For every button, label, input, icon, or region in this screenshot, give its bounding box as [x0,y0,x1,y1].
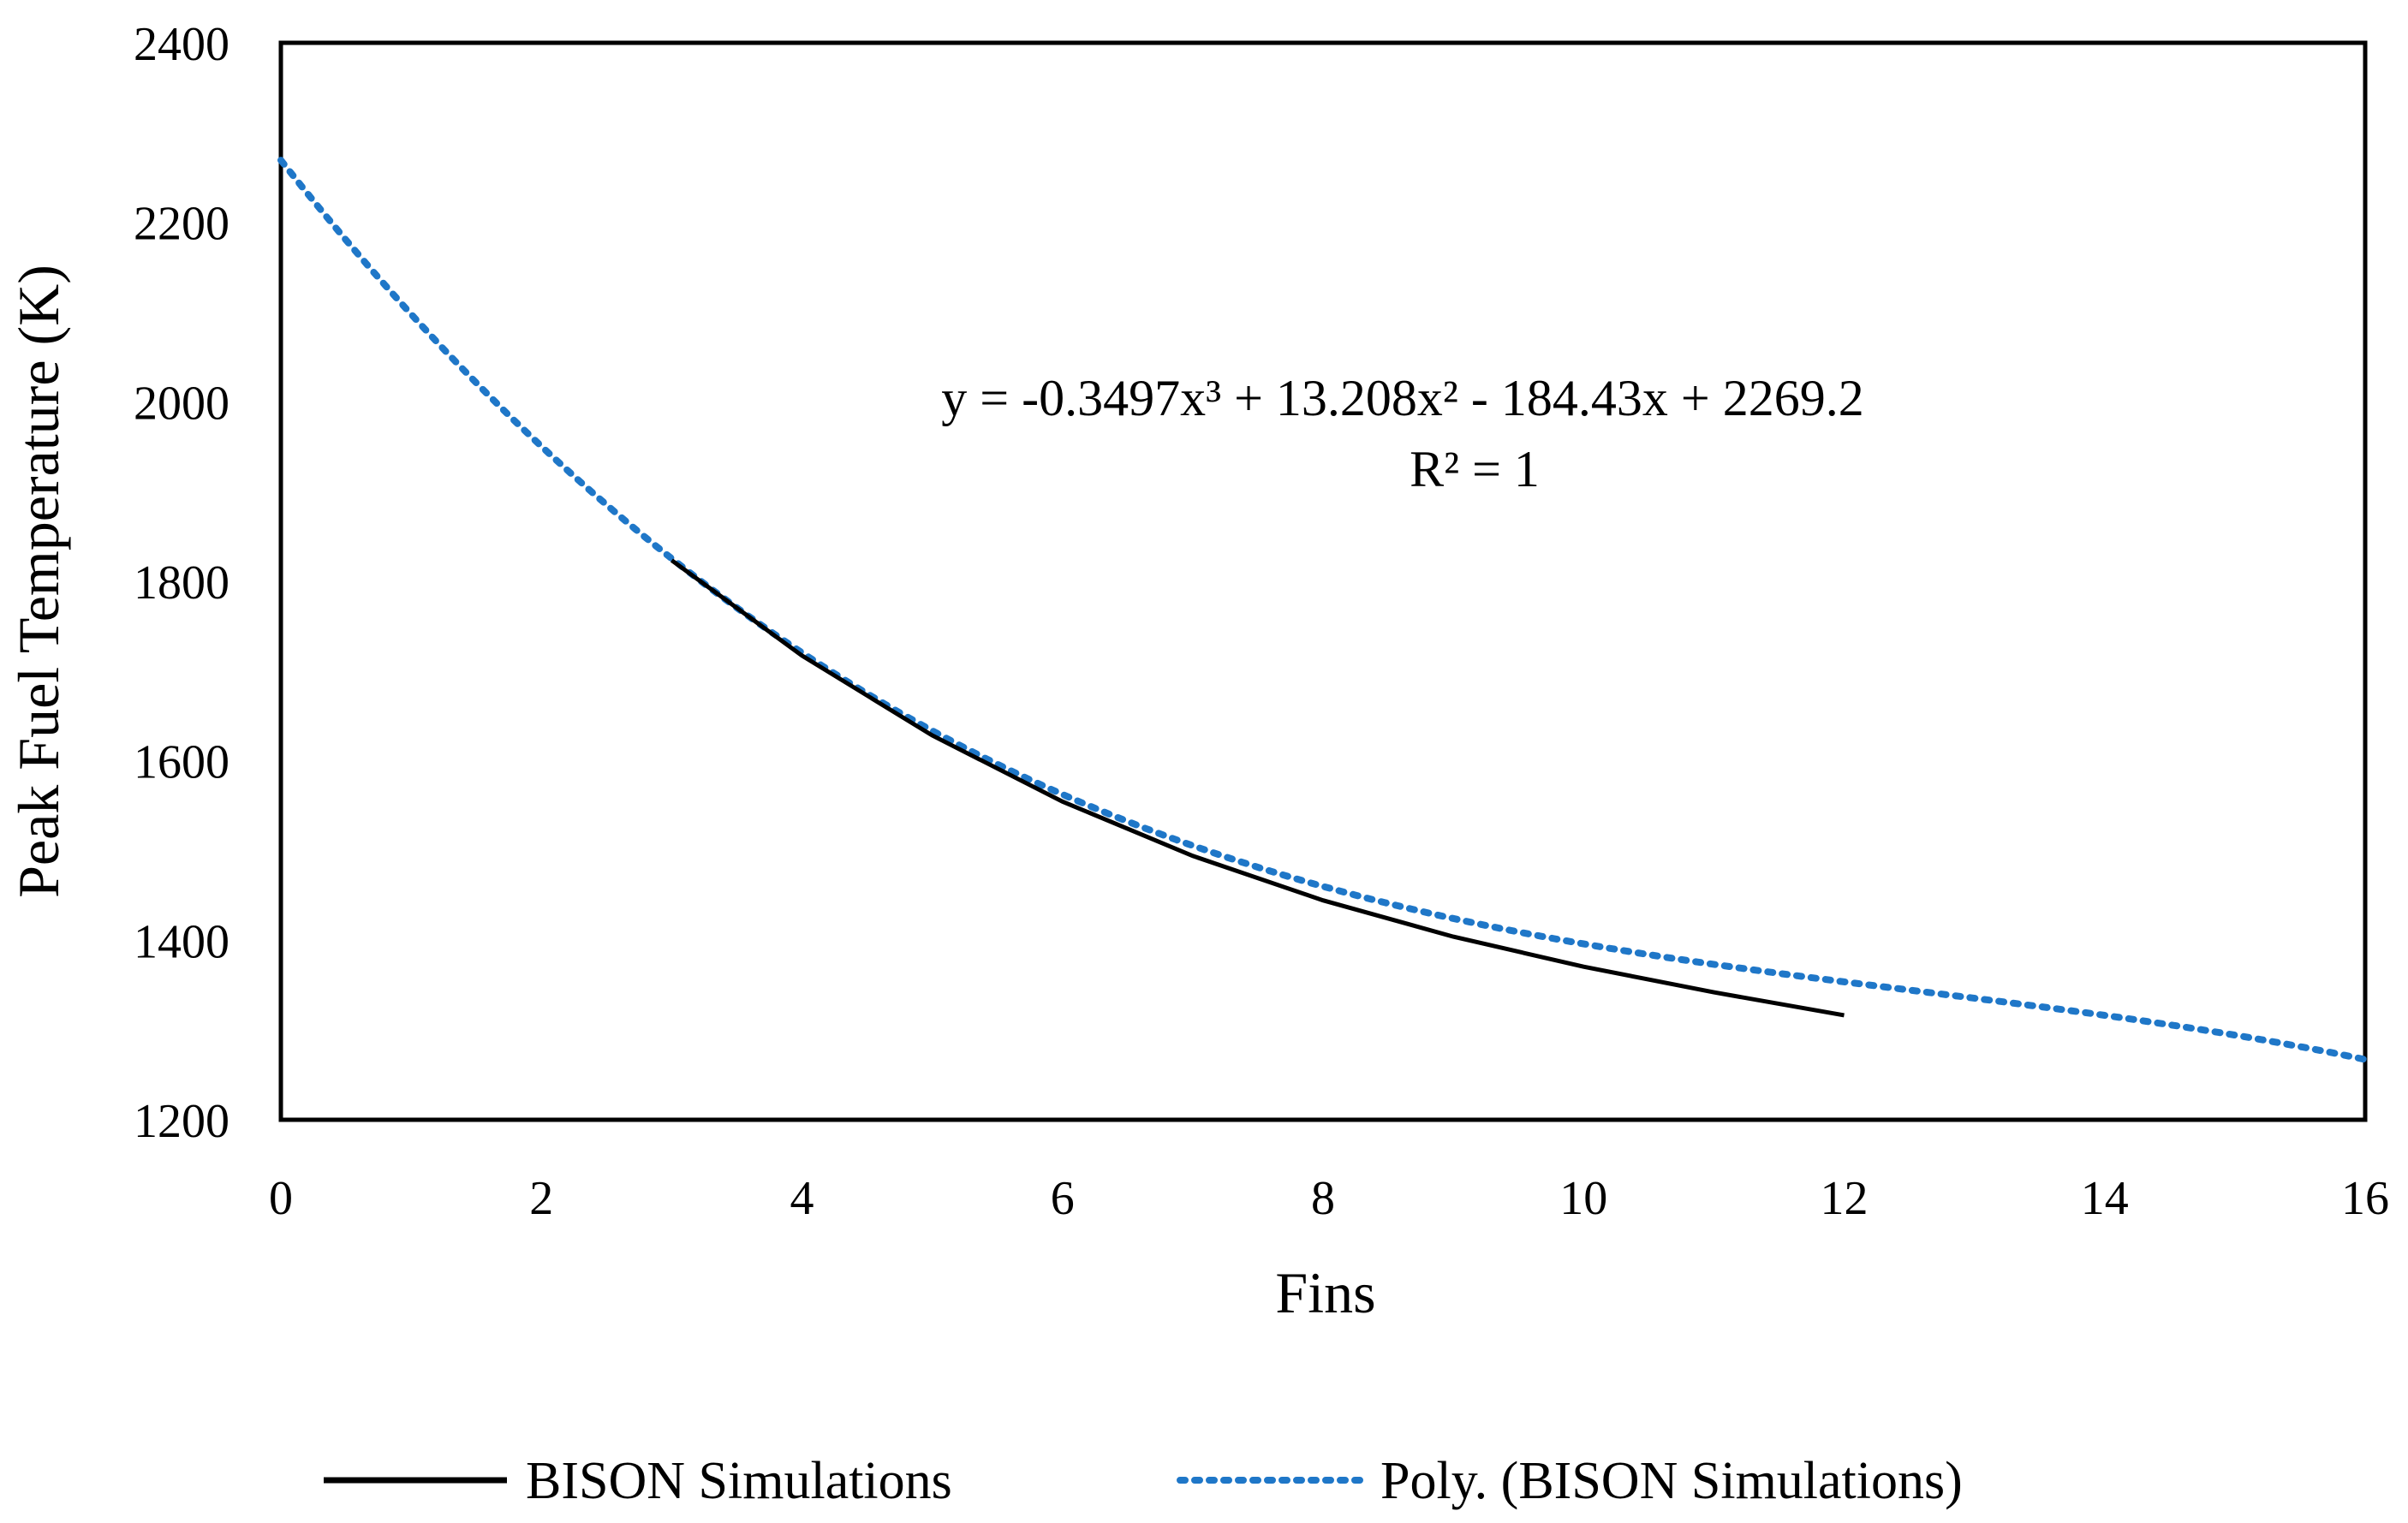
y-tick-label: 2200 [134,198,229,251]
x-tick-label: 8 [1311,1172,1335,1225]
x-tick-label: 2 [529,1172,553,1225]
y-tick-label: 1800 [134,556,229,610]
x-axis-title: Fins [1275,1260,1375,1325]
y-tick-labels: 1200 1400 1600 1800 2000 2200 2400 [134,18,229,1148]
y-axis-title: Peak Fuel Temperature (K) [6,265,71,898]
x-tick-label: 14 [2081,1172,2129,1225]
x-tick-label: 16 [2341,1172,2389,1225]
legend: BISON Simulations Poly. (BISON Simulatio… [324,1452,1963,1510]
equation-annotation: y = -0.3497x³ + 13.208x² - 184.43x + 226… [941,370,1863,426]
y-tick-label: 1600 [134,736,229,789]
legend-label-bison: BISON Simulations [526,1452,952,1510]
poly-trendline [277,157,2369,1063]
x-tick-label: 6 [1051,1172,1075,1225]
x-tick-label: 12 [1821,1172,1869,1225]
y-tick-label: 1400 [134,915,229,968]
plot-area [278,40,2368,1122]
bison-simulations-line [670,558,1845,1018]
x-tick-label: 4 [790,1172,814,1225]
r-squared-annotation: R² = 1 [1410,441,1540,497]
x-tick-labels: 0 2 4 6 8 10 12 14 16 [269,1172,2389,1225]
y-tick-label: 2400 [134,18,229,71]
y-tick-label: 2000 [134,377,229,430]
legend-label-poly: Poly. (BISON Simulations) [1380,1452,1963,1510]
x-tick-label: 10 [1559,1172,1607,1225]
y-tick-label: 1200 [134,1095,229,1148]
x-tick-label: 0 [269,1172,293,1225]
